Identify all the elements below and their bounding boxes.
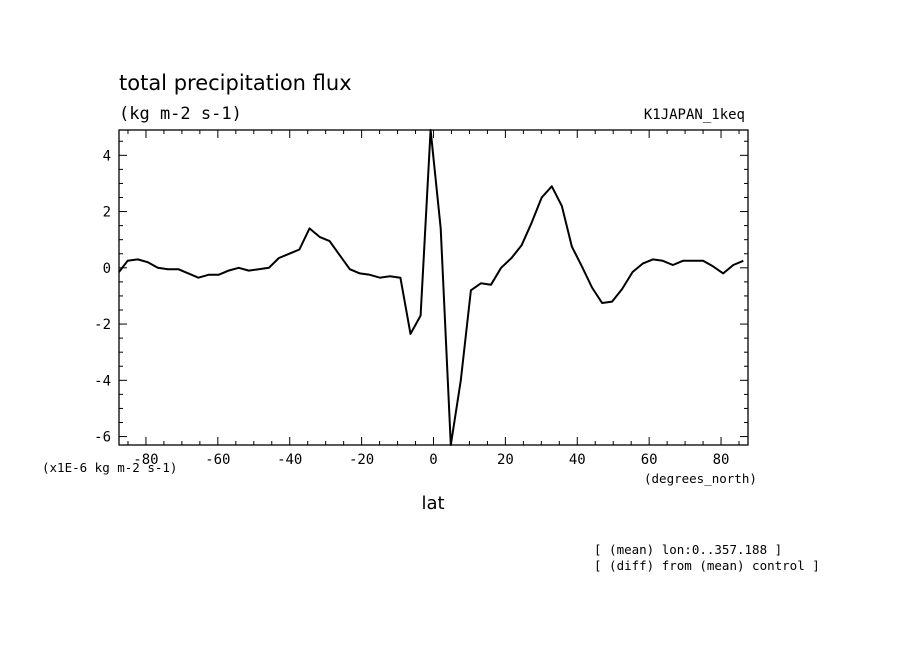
x-tick-label: -20 — [349, 452, 374, 468]
y-tick-label: -6 — [94, 430, 111, 446]
x-tick-label: 60 — [641, 452, 658, 468]
x-tick-labels: -80 -60 -40 -20 0 20 40 60 80 — [133, 452, 729, 468]
series-line — [118, 129, 744, 446]
y-tick-label: 0 — [103, 261, 111, 277]
x-tick-label: 0 — [429, 452, 437, 468]
y-tick-label: -4 — [94, 373, 111, 389]
note-diff-control: [ (diff) from (mean) control ] — [594, 558, 820, 573]
x-units-label: (degrees_north) — [644, 471, 757, 486]
x-tick-label: 80 — [713, 452, 730, 468]
x-tick-label: 20 — [497, 452, 514, 468]
y-tick-labels: -6 -4 -2 0 2 4 — [94, 148, 111, 445]
note-mean-lon: [ (mean) lon:0..357.188 ] — [594, 542, 782, 557]
axis-ticks — [119, 130, 748, 445]
x-tick-label: -60 — [205, 452, 230, 468]
y-tick-label: -2 — [94, 317, 111, 333]
y-scale-label: (x1E-6 kg m-2 s-1) — [42, 460, 177, 475]
plot-frame — [118, 129, 749, 446]
x-tick-label: 40 — [569, 452, 586, 468]
x-tick-label: -80 — [133, 452, 158, 468]
y-tick-label: 4 — [103, 148, 111, 164]
x-tick-label: -40 — [277, 452, 302, 468]
experiment-label: K1JAPAN_1keq — [644, 107, 745, 123]
y-tick-label: 2 — [103, 205, 111, 221]
chart-title: total precipitation flux — [119, 71, 352, 95]
x-axis-label: lat — [421, 493, 444, 514]
units-label: (kg m-2 s-1) — [119, 104, 242, 124]
